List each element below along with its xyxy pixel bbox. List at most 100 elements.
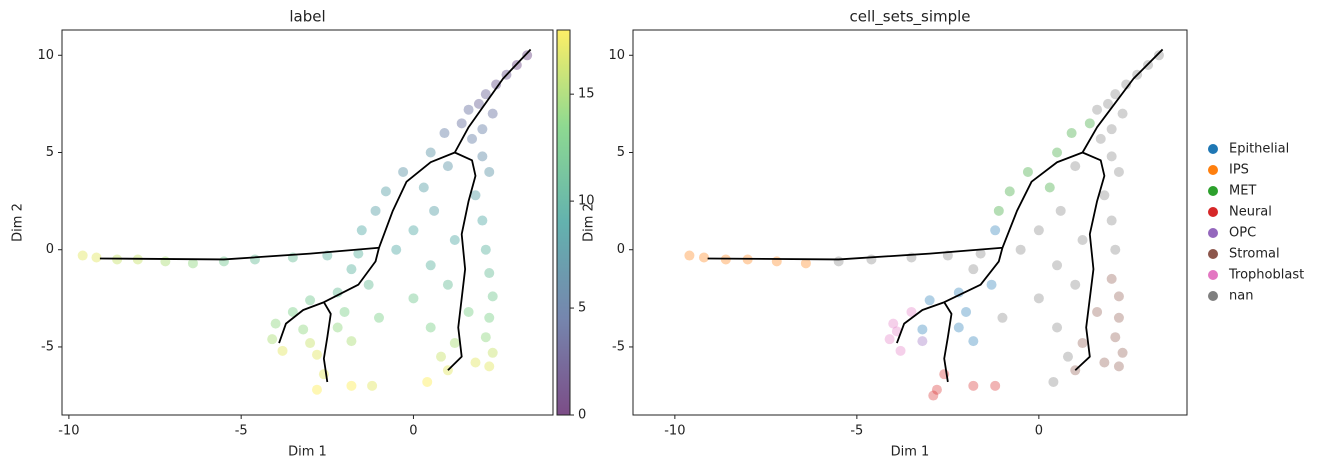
cell-point (1052, 322, 1063, 333)
cell-point (487, 347, 498, 358)
legend-marker (1208, 207, 1218, 217)
cell-point (439, 128, 450, 139)
cell-point (429, 205, 440, 216)
cell-point (418, 182, 429, 193)
cell-point (1052, 147, 1063, 158)
cell-point (884, 334, 895, 345)
legend-marker (1208, 186, 1218, 196)
cell-point (277, 345, 288, 356)
cell-point (425, 260, 436, 271)
cell-point (408, 225, 419, 236)
cell-point (346, 264, 357, 275)
legend-marker (1208, 165, 1218, 175)
cell-point (1117, 347, 1128, 358)
cell-point (311, 349, 322, 360)
cell-point (1077, 235, 1088, 245)
cell-point (160, 256, 171, 267)
cell-point (771, 256, 782, 267)
chart-title: cell_sets_simple (849, 8, 970, 27)
cell-point (311, 384, 322, 395)
y-tick-label: 5 (46, 145, 54, 160)
cell-point (931, 384, 942, 395)
cell-point (346, 336, 357, 347)
cell-point (477, 151, 488, 162)
cell-point (370, 205, 381, 216)
cell-point (1113, 361, 1124, 372)
cell-point (480, 89, 491, 100)
cell-point (367, 380, 378, 391)
cell-point (425, 147, 436, 158)
cell-point (1110, 332, 1121, 343)
cell-point (449, 338, 460, 349)
cell-point (986, 279, 997, 290)
x-tick-label: 0 (1035, 424, 1043, 439)
cell-point (1070, 279, 1081, 290)
legend-marker (1208, 291, 1218, 301)
cell-point (1033, 293, 1044, 304)
cell-point (1004, 186, 1015, 197)
cell-point (1099, 190, 1110, 201)
legend-marker (1208, 228, 1218, 238)
cell-point (975, 248, 986, 259)
cell-point (442, 279, 453, 290)
cell-point (866, 254, 877, 265)
x-tick-label: 0 (409, 424, 417, 439)
cell-point (1066, 128, 1077, 139)
cell-point (332, 322, 343, 333)
cell-point (187, 258, 198, 269)
cell-point (1110, 89, 1121, 100)
x-tick-label: -5 (850, 424, 863, 439)
y-tick-label: 10 (608, 48, 625, 63)
colorbar-tick-label: 0 (578, 408, 586, 423)
cell-point (928, 390, 939, 401)
plot-frame (632, 29, 1188, 416)
legend-marker (1208, 249, 1218, 259)
y-tick-label: 10 (37, 48, 54, 63)
cell-point (1117, 108, 1128, 119)
cell-point (487, 291, 498, 302)
cell-point (1106, 151, 1117, 162)
cell-point (1099, 357, 1110, 368)
cell-point (888, 318, 899, 329)
cell-point (470, 357, 481, 368)
cell-point (1110, 244, 1121, 255)
cell-point (491, 79, 502, 90)
cell-point (480, 244, 491, 255)
cell-point (990, 380, 1001, 391)
cell-point (917, 336, 928, 347)
cell-point (522, 50, 533, 61)
cell-point (442, 161, 453, 172)
y-tick-label: 0 (46, 242, 54, 257)
cell-point (997, 312, 1008, 323)
x-axis-label: Dim 1 (891, 445, 930, 460)
cell-point (1044, 182, 1055, 193)
cell-point (1052, 260, 1063, 271)
cell-point (1022, 166, 1033, 177)
x-tick-label: -5 (235, 424, 248, 439)
cell-point (1092, 306, 1103, 317)
y-tick-label: -5 (41, 339, 54, 354)
x-axis-label: Dim 1 (288, 445, 327, 460)
cell-point (1070, 161, 1081, 172)
cell-point (332, 287, 343, 298)
cell-point (1095, 133, 1106, 144)
cell-point (1106, 124, 1117, 135)
cell-point (477, 124, 488, 135)
cell-point (906, 306, 917, 317)
cell-point (339, 306, 350, 317)
y-axis-label: Dim 2 (582, 203, 597, 242)
cell-point (218, 256, 229, 267)
cell-point (463, 104, 474, 115)
cell-point (968, 264, 979, 275)
cell-point (1121, 79, 1132, 90)
cell-point (484, 268, 495, 279)
cell-point (684, 250, 695, 261)
y-tick-label: 5 (617, 145, 625, 160)
cell-point (487, 108, 498, 119)
cell-point (993, 205, 1004, 216)
cell-point (305, 338, 316, 349)
legend-label: nan (1229, 289, 1253, 304)
plot-frame (61, 29, 554, 416)
cell-point (1055, 205, 1066, 216)
